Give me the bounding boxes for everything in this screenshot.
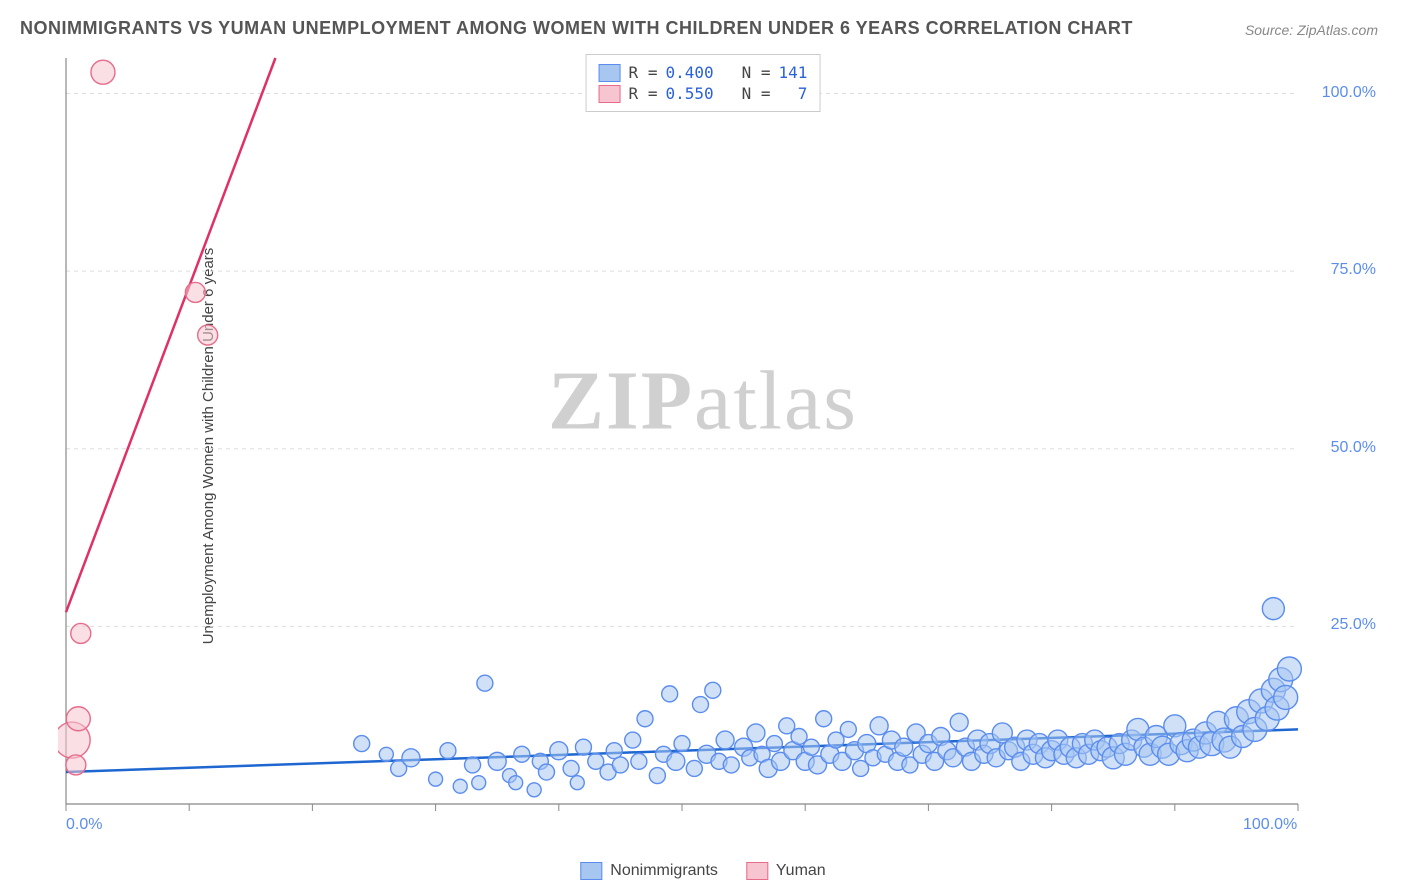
legend-swatch xyxy=(599,64,621,82)
legend-series-label: Nonimmigrants xyxy=(610,862,718,880)
x-tick-label: 0.0% xyxy=(66,816,102,834)
legend-stats-row: R = 0.550 N = 7 xyxy=(599,84,808,103)
legend-stats: R = 0.400 N = 141 R = 0.550 N = 7 xyxy=(586,54,821,112)
source-label: Source: ZipAtlas.com xyxy=(1245,22,1378,38)
y-tick-label: 50.0% xyxy=(1331,439,1376,457)
stat-r-label: R = xyxy=(629,63,658,82)
legend-swatch xyxy=(599,85,621,103)
chart-svg xyxy=(58,52,1378,842)
stat-r-value: 0.550 xyxy=(665,84,713,103)
legend-series-item: Nonimmigrants xyxy=(580,862,718,880)
legend-swatch xyxy=(746,862,768,880)
stat-r-value: 0.400 xyxy=(665,63,713,82)
x-tick-label: 100.0% xyxy=(1243,816,1297,834)
legend-series: Nonimmigrants Yuman xyxy=(580,862,825,880)
legend-stats-row: R = 0.400 N = 141 xyxy=(599,63,808,82)
stat-n-value: 7 xyxy=(779,84,808,103)
legend-series-item: Yuman xyxy=(746,862,826,880)
stat-n-label: N = xyxy=(742,63,771,82)
y-tick-label: 75.0% xyxy=(1331,261,1376,279)
stat-n-label: N = xyxy=(742,84,771,103)
legend-series-label: Yuman xyxy=(776,862,826,880)
scatter-plot xyxy=(58,52,1378,842)
y-tick-label: 25.0% xyxy=(1331,616,1376,634)
stat-n-value: 141 xyxy=(779,63,808,82)
y-tick-label: 100.0% xyxy=(1322,84,1376,102)
chart-title: NONIMMIGRANTS VS YUMAN UNEMPLOYMENT AMON… xyxy=(20,18,1133,39)
stat-r-label: R = xyxy=(629,84,658,103)
legend-swatch xyxy=(580,862,602,880)
